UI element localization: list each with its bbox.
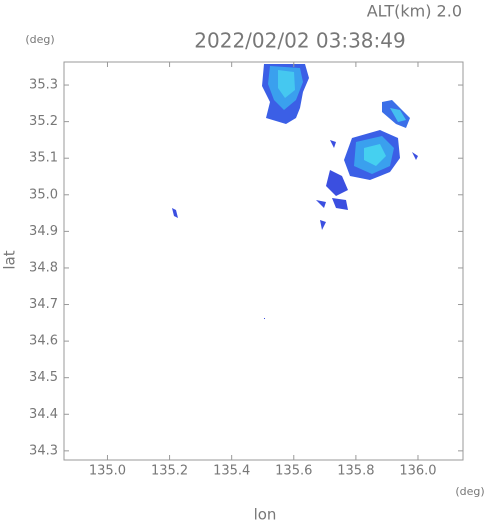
radar-echoes: [172, 64, 418, 319]
echo: [326, 170, 348, 196]
y-tick-label: 34.4: [29, 407, 58, 422]
x-axis-label: lon: [254, 506, 277, 521]
x-tick-label: 136.0: [399, 464, 436, 479]
y-unit: (deg): [25, 33, 54, 46]
x-tick-label: 135.4: [213, 464, 250, 479]
altitude-label: ALT(km) 2.0: [367, 2, 462, 21]
y-axis-label: lat: [1, 250, 19, 269]
x-unit: (deg): [455, 485, 484, 498]
y-tick-label: 34.8: [29, 260, 58, 275]
x-tick-label: 135.6: [275, 464, 312, 479]
echo: [332, 198, 348, 210]
y-tick-label: 34.6: [29, 334, 58, 349]
y-tick-label: 35.2: [29, 114, 58, 129]
x-tick-label: 135.2: [151, 464, 188, 479]
echo: [364, 144, 386, 166]
chart-title: 2022/02/02 03:38:49: [194, 29, 405, 53]
y-tick-label: 34.9: [29, 224, 58, 239]
x-tick-label: 135.8: [337, 464, 374, 479]
y-tick-label: 35.3: [29, 78, 58, 93]
echo: [264, 318, 265, 319]
echo: [278, 70, 295, 98]
x-tick-label: 135.0: [89, 464, 126, 479]
echo: [172, 208, 178, 218]
echo: [390, 108, 406, 122]
plot-frame: [63, 61, 464, 461]
y-tick-label: 34.7: [29, 297, 58, 312]
y-tick-label: 34.3: [29, 443, 58, 458]
y-tick-label: 35.1: [29, 151, 58, 166]
y-tick-label: 34.5: [29, 370, 58, 385]
y-tick-label: 35.0: [29, 187, 58, 202]
